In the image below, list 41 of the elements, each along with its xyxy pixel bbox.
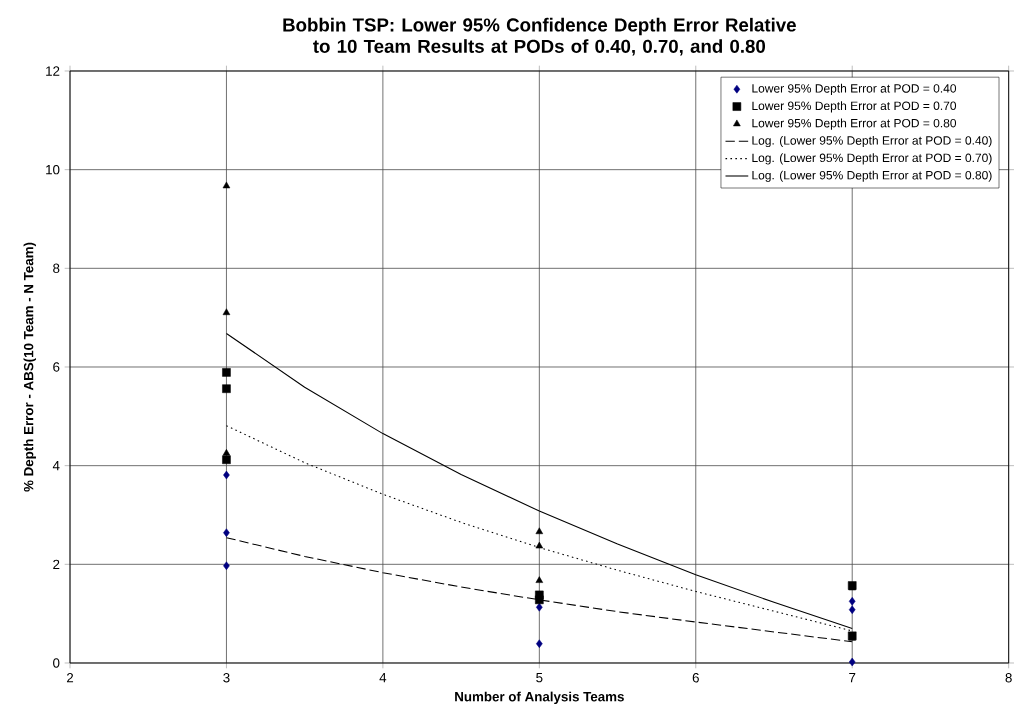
point [223,470,230,480]
point [536,639,543,649]
legend-label: Log. (Lower 95% Depth Error at POD = 0.40) [752,135,992,148]
legend-label: Log. (Lower 95% Depth Error at POD = 0.80) [752,170,992,182]
x-tick-label: 8 [1005,673,1012,683]
y-tick-label: 8 [53,263,60,274]
point [848,657,856,667]
point [536,602,543,612]
y-tick-label: 4 [52,461,60,471]
point [848,597,856,606]
point [223,528,230,538]
point [222,368,231,377]
point [222,449,231,456]
point [222,384,231,393]
legend-label: Lower 95% Depth Error at POD = 0.40 [752,83,957,96]
point [222,181,231,189]
x-axis-title: Number of Analysis Teams [455,691,624,705]
point [535,576,544,583]
point [222,455,231,464]
point [535,595,544,605]
point [535,527,544,535]
point [223,561,230,571]
x-tick-label: 6 [692,673,699,683]
y-axis-title: % Depth Error - ABS(10 Team - N Team) [23,242,36,492]
y-tick-label: 2 [53,559,60,569]
legend-label: Log. (Lower 95% Depth Error at POD = 0.70) [752,153,992,165]
point [848,605,856,614]
legend-label: Lower 95% Depth Error at POD = 0.80 [752,118,957,130]
x-tick-label: 2 [66,673,74,683]
y-tick-label: 6 [53,362,60,372]
point [535,541,544,549]
y-tick-label: 10 [46,164,60,175]
x-tick-label: 7 [849,673,856,683]
chart-title: Bobbin TSP: Lower 95% Confidence Depth Error Relative to 10 Team Results at PODs of 0.40, 0.70, and 0.80 [283,17,796,56]
x-tick-label: 5 [536,673,543,683]
x-tick-label: 3 [223,673,230,683]
y-tick-label: 12 [46,66,60,76]
y-tick-label: 0 [53,658,60,668]
point [222,308,231,315]
legend-label: Lower 95% Depth Error at POD = 0.70 [752,101,957,113]
x-tick-label: 4 [379,673,387,683]
